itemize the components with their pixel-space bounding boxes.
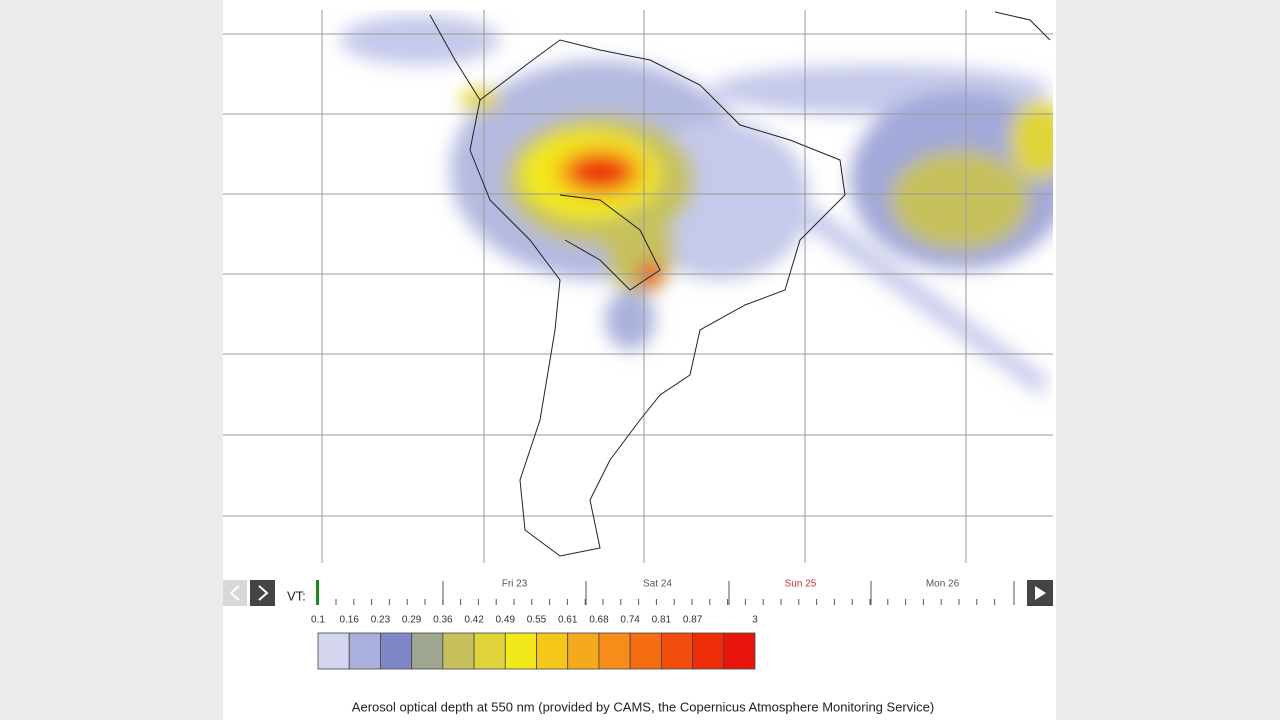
legend: 0.1 0.16 0.23 0.29 0.36 0.42 0.49 0.55 0.61 0.68 0… [311,615,758,670]
legend-value: 0.42 [464,615,484,626]
caption: Aerosol optical depth at 550 nm (provide… [352,699,934,714]
play-icon [1035,586,1046,600]
legend-value: 0.55 [527,615,547,626]
legend-swatch [504,632,537,670]
legend-value: 0.16 [339,615,359,626]
time-cursor[interactable] [316,580,319,605]
aerosol-field [340,15,1053,395]
legend-value: 0.74 [620,615,640,626]
legend-swatch [567,632,600,670]
legend-swatch [692,632,725,670]
day-label: Sat 24 [643,579,672,590]
legend-value: 0.81 [652,615,672,626]
legend-value: 0.49 [496,615,516,626]
legend-value: 0.61 [558,615,578,626]
legend-swatch [442,632,475,670]
legend-value: 0.23 [371,615,391,626]
legend-swatch [660,632,693,670]
vt-label: VT: [287,588,306,603]
legend-value: 0.29 [402,615,422,626]
coastlines [429,11,1051,557]
map [223,10,1053,563]
legend-value: 0.87 [683,615,703,626]
legend-value: 0.1 [311,615,325,626]
next-step-button[interactable] [250,580,275,606]
legend-swatch [536,632,569,670]
prev-icon [229,585,240,601]
prev-button[interactable] [223,580,247,606]
day-label: Mon 26 [926,579,960,590]
day-label: Fri 23 [502,579,528,590]
legend-swatch [380,632,413,670]
legend-swatch [473,632,506,670]
graticule [223,10,1053,563]
legend-swatch [411,632,444,670]
next-icon [258,585,269,601]
legend-swatch [317,632,350,670]
legend-value: 0.68 [589,615,609,626]
legend-swatch [348,632,381,670]
legend-value: 3 [752,615,758,626]
timeline-ticks [335,581,1015,605]
legend-swatch [723,632,756,670]
day-label: Sun 25 [785,579,817,590]
legend-swatch [629,632,662,670]
legend-swatch [598,632,631,670]
legend-value: 0.36 [433,615,453,626]
